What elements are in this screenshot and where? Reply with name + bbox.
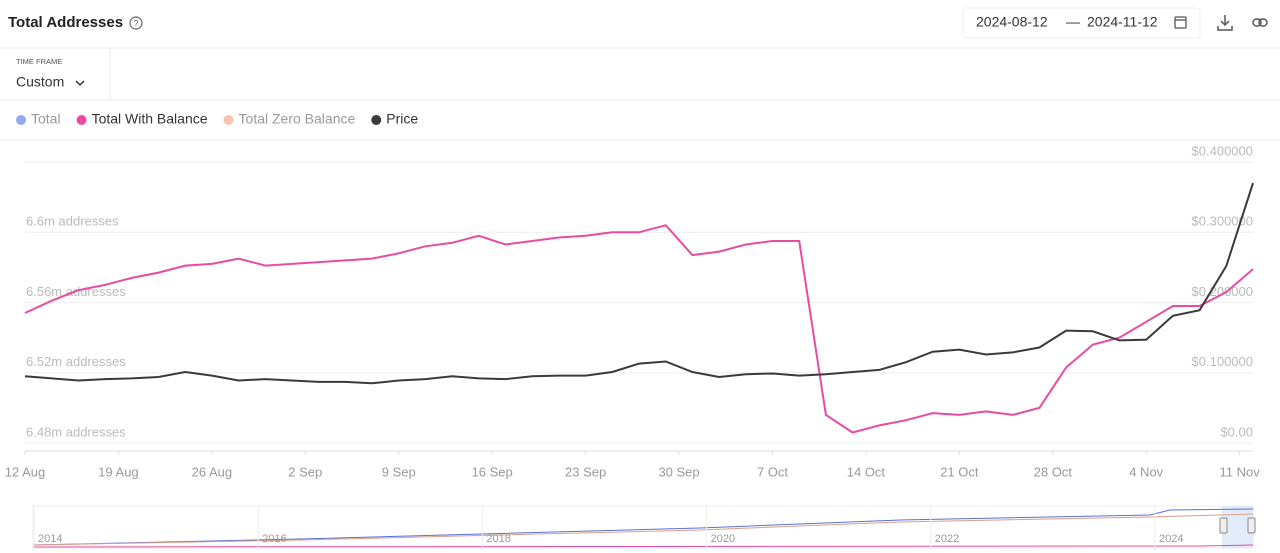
- y2-tick-label: $0.100000: [1192, 354, 1253, 369]
- x-tick-label: 23 Sep: [565, 464, 606, 479]
- navigator-label: 2016: [262, 533, 286, 545]
- chevron[interactable]: [75, 80, 85, 87]
- x-tick-label: 26 Aug: [192, 464, 233, 479]
- series-line: [24, 182, 1254, 385]
- x-tick-label: 19 Aug: [98, 464, 139, 479]
- legend-label[interactable]: Total With Balance: [92, 111, 208, 127]
- navigator-label: 2024: [1159, 533, 1183, 545]
- x-tick-label: 21 Oct: [940, 464, 979, 479]
- date-range[interactable]: [962, 7, 1201, 39]
- link-icon[interactable]: [1252, 18, 1268, 27]
- x-tick-label: 4 Nov: [1129, 464, 1163, 479]
- time-frame-label: TIME FRAME: [16, 57, 62, 66]
- y2-tick-label: $0.200000: [1192, 284, 1253, 299]
- navigator-handle[interactable]: [1219, 517, 1228, 534]
- legend-marker: [76, 115, 87, 125]
- help-icon[interactable]: ?: [129, 16, 143, 30]
- svg-text:?: ?: [133, 18, 138, 28]
- y2-tick-label: $0.00: [1220, 424, 1253, 439]
- navigator-label: 2018: [486, 533, 510, 545]
- legend-marker: [16, 115, 26, 125]
- y2-tick-label: $0.400000: [1192, 143, 1253, 158]
- navigator-line: [32, 544, 1254, 548]
- x-tick-label: 16 Sep: [472, 464, 513, 479]
- title: Total Addresses: [8, 14, 123, 31]
- date-end[interactable]: 2024-11-12: [1087, 14, 1158, 30]
- x-tick-label: 9 Sep: [382, 464, 416, 479]
- download-icon[interactable]: [1217, 15, 1233, 31]
- navigator-line: [32, 513, 1254, 546]
- x-tick-label: 30 Sep: [658, 464, 699, 479]
- time-frame-value[interactable]: Custom: [16, 74, 64, 90]
- navigator-line: [32, 508, 1254, 546]
- legend-label[interactable]: Total Zero Balance: [239, 111, 356, 127]
- navigator-handle[interactable]: [1247, 517, 1256, 534]
- legend-marker: [371, 115, 382, 125]
- navigator-label: 2014: [38, 533, 62, 545]
- legend-label[interactable]: Total: [31, 111, 61, 127]
- legend-marker: [223, 115, 234, 125]
- y-tick-label: 6.52m addresses: [26, 354, 126, 369]
- date-separator: —: [1066, 14, 1080, 30]
- y-tick-label: 6.6m addresses: [26, 214, 119, 229]
- navigator-label: 2020: [711, 533, 735, 545]
- date-start[interactable]: 2024-08-12: [976, 14, 1048, 30]
- x-tick-label: 14 Oct: [847, 464, 886, 479]
- legend-label[interactable]: Price: [386, 111, 418, 127]
- x-tick-label: 2 Sep: [288, 464, 322, 479]
- navigator-label: 2022: [935, 533, 959, 545]
- series-line: [24, 224, 1254, 434]
- x-tick-label: 12 Aug: [5, 464, 46, 479]
- y2-tick-label: $0.300000: [1192, 214, 1253, 229]
- calendar-icon[interactable]: [1174, 16, 1187, 29]
- x-tick-label: 7 Oct: [757, 464, 788, 479]
- x-tick-label: 28 Oct: [1034, 464, 1073, 479]
- x-tick-label: 11 Nov: [1220, 464, 1261, 479]
- y-tick-label: 6.48m addresses: [26, 424, 126, 439]
